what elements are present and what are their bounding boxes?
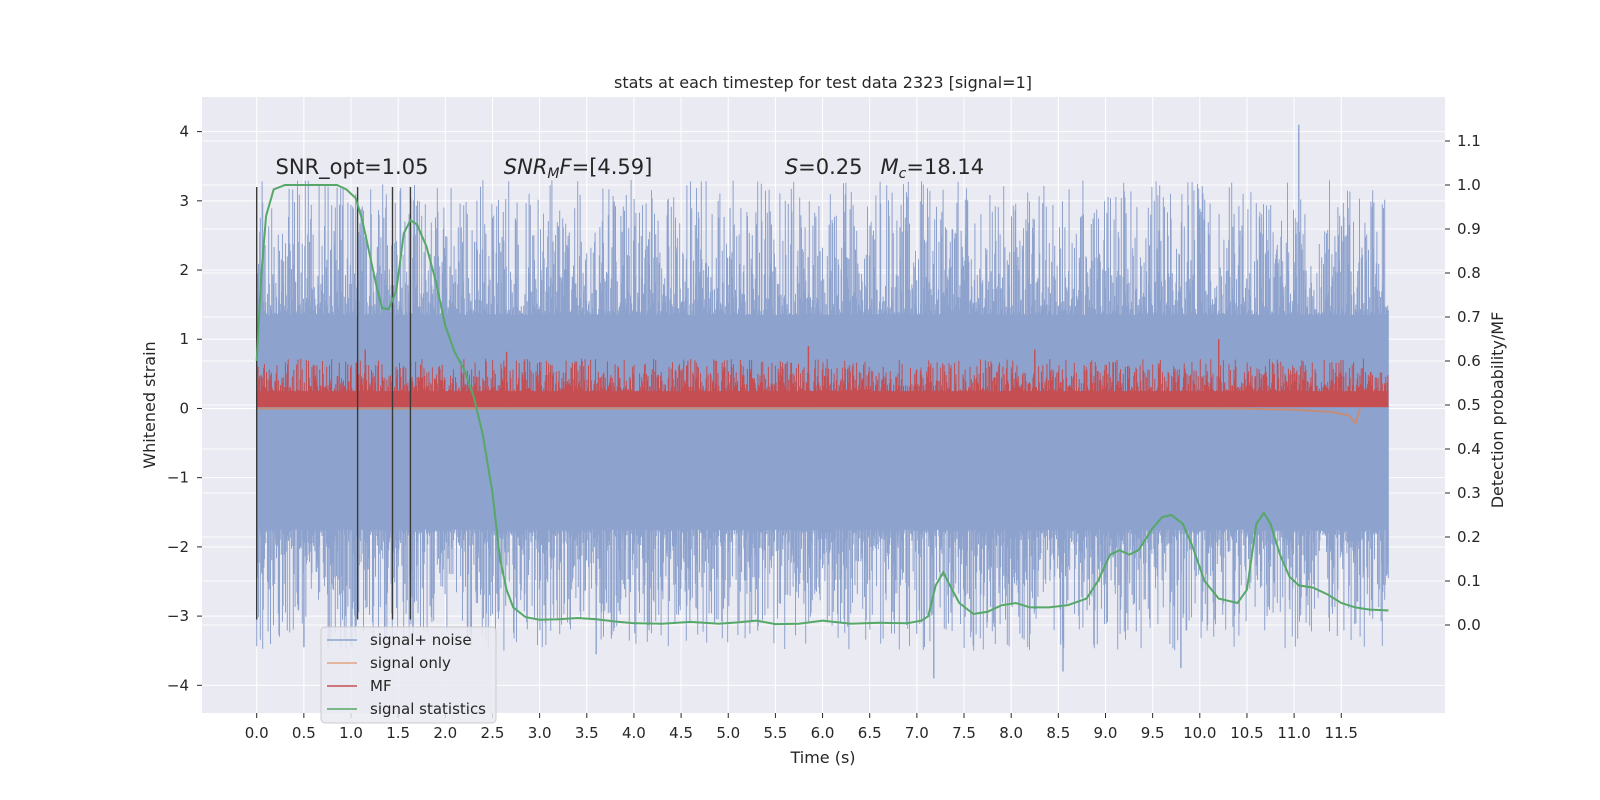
series-mf (256, 339, 1389, 408)
y-tick-label: 2 (179, 261, 189, 279)
y-axis-left: 4 3 2 1 0 −1 −2 −3 −4 (167, 123, 202, 694)
y-right-tick-label: 0.8 (1457, 264, 1481, 282)
y-axis-right: 1.1 1.0 0.9 0.8 0.7 0.6 0.5 0.4 0.3 0.2 0.1 0.0 (1445, 132, 1481, 634)
y-right-tick-label: 0.4 (1457, 440, 1481, 458)
series-signal-only (256, 407, 1362, 426)
signal-noise-spikes (303, 124, 1300, 679)
legend-label-signal-noise: signal+ noise (370, 631, 472, 649)
y-tick-label: −2 (167, 538, 189, 556)
y-right-tick-label: 1.1 (1457, 132, 1481, 150)
x-tick-label: 6.5 (858, 724, 882, 742)
x-tick-label: 5.5 (763, 724, 787, 742)
annotation-s-mc: S=0.25 Mc=18.14 (785, 155, 984, 182)
signal-statistics-line (255, 184, 1389, 626)
x-tick-label: 5.0 (716, 724, 740, 742)
x-tick-label: 3.5 (575, 724, 599, 742)
y-tick-label: 3 (179, 192, 189, 210)
plot-area (255, 124, 1389, 679)
y-right-tick-label: 0.6 (1457, 352, 1481, 370)
x-tick-label: 10.0 (1183, 724, 1216, 742)
x-tick-label: 9.0 (1094, 724, 1118, 742)
signal-noise-core (256, 315, 1389, 530)
legend-label-signal-only: signal only (370, 654, 451, 672)
x-axis: 0.0 0.5 1.0 1.5 2.0 2.5 3.0 3.5 4.0 4.5 5.0 5.5 6.0 6… (245, 713, 1358, 742)
y-tick-label: 0 (179, 399, 189, 417)
x-tick-label: 1.0 (339, 724, 363, 742)
y-tick-label: −3 (167, 607, 189, 625)
vlines (255, 186, 412, 620)
x-tick-label: 0.0 (245, 724, 269, 742)
annotations: SNR_opt=1.05 SNRMF=[4.59] S=0.25 Mc=18.14 (276, 155, 985, 182)
series-signal-statistics (255, 184, 1389, 626)
annotation-snr-opt: SNR_opt=1.05 (276, 155, 429, 180)
x-tick-label: 2.5 (481, 724, 505, 742)
chart-title: stats at each timestep for test data 232… (614, 73, 1032, 92)
y-tick-label: 1 (179, 330, 189, 348)
mf-core (256, 391, 1389, 408)
y-tick-label: −4 (167, 676, 189, 694)
x-tick-label: 4.5 (669, 724, 693, 742)
y-right-tick-label: 0.9 (1457, 220, 1481, 238)
legend: signal+ noise signal only MF signal stat… (320, 626, 497, 724)
x-tick-label: 6.0 (811, 724, 835, 742)
legend-box (320, 626, 497, 724)
x-tick-label: 2.0 (433, 724, 457, 742)
x-tick-label: 7.0 (905, 724, 929, 742)
mf-peaks (364, 339, 1220, 408)
legend-label-mf: MF (370, 677, 392, 695)
annotation-snr-mf: SNRMF=[4.59] (504, 155, 653, 182)
x-tick-label: 7.5 (952, 724, 976, 742)
x-axis-label: Time (s) (789, 748, 855, 767)
y-axis-right-label: Detection probability/MF (1488, 312, 1507, 509)
y-right-tick-label: 0.7 (1457, 308, 1481, 326)
x-tick-label: 10.5 (1230, 724, 1263, 742)
y-tick-label: −1 (167, 469, 189, 487)
y-axis-label: Whitened strain (140, 341, 159, 468)
signal-only-line (256, 407, 1362, 426)
y-right-tick-label: 0.2 (1457, 528, 1481, 546)
x-tick-label: 11.0 (1277, 724, 1310, 742)
series-signal-noise (256, 124, 1389, 679)
y-right-tick-label: 0.5 (1457, 396, 1481, 414)
legend-label-signal-statistics: signal statistics (370, 700, 486, 718)
y-tick-label: 4 (179, 123, 189, 141)
y-right-tick-label: 0.1 (1457, 572, 1481, 590)
y-right-tick-label: 0.0 (1457, 616, 1481, 634)
x-tick-label: 11.5 (1325, 724, 1358, 742)
y-right-tick-label: 0.3 (1457, 484, 1481, 502)
x-tick-label: 8.5 (1046, 724, 1070, 742)
x-tick-label: 4.0 (622, 724, 646, 742)
x-tick-label: 3.0 (528, 724, 552, 742)
x-tick-label: 8.0 (999, 724, 1023, 742)
x-tick-label: 0.5 (292, 724, 316, 742)
x-tick-label: 9.5 (1141, 724, 1165, 742)
x-tick-label: 1.5 (386, 724, 410, 742)
y-right-tick-label: 1.0 (1457, 176, 1481, 194)
